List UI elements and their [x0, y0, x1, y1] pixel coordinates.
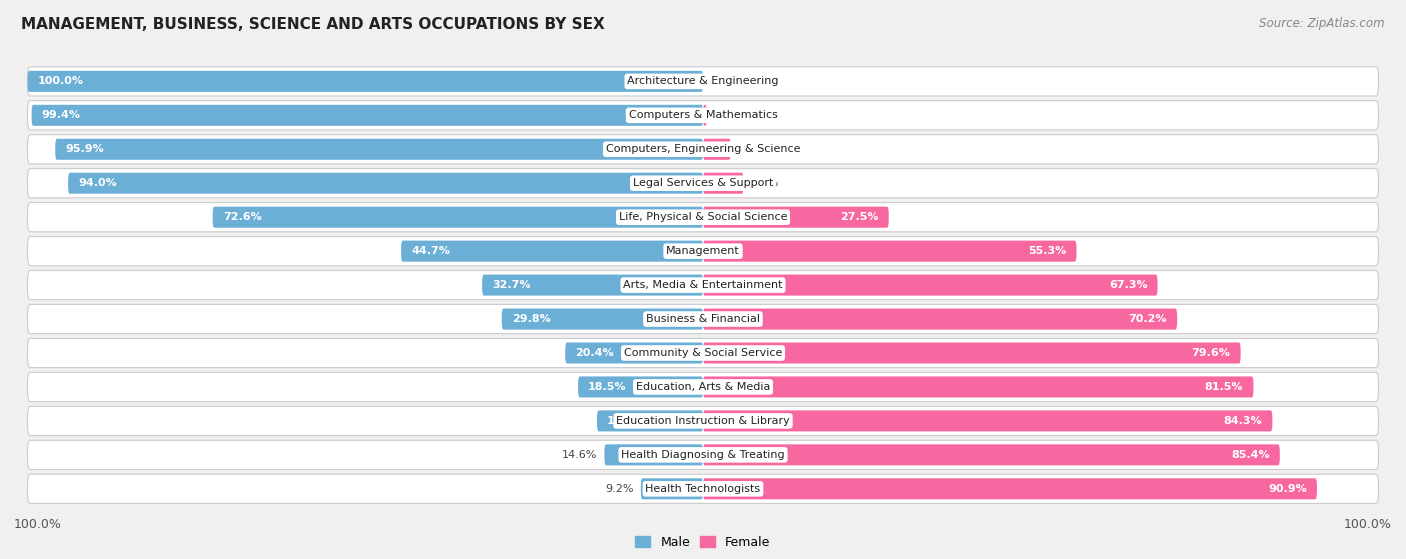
- FancyBboxPatch shape: [28, 67, 1378, 96]
- Text: 95.9%: 95.9%: [66, 144, 104, 154]
- Text: Computers, Engineering & Science: Computers, Engineering & Science: [606, 144, 800, 154]
- FancyBboxPatch shape: [28, 101, 1378, 130]
- Text: 85.4%: 85.4%: [1232, 450, 1270, 460]
- Text: 67.3%: 67.3%: [1109, 280, 1147, 290]
- FancyBboxPatch shape: [28, 236, 1378, 266]
- Text: 72.6%: 72.6%: [222, 212, 262, 222]
- FancyBboxPatch shape: [28, 474, 1378, 504]
- Text: 18.5%: 18.5%: [588, 382, 627, 392]
- Text: 94.0%: 94.0%: [79, 178, 117, 188]
- Text: Education Instruction & Library: Education Instruction & Library: [616, 416, 790, 426]
- Text: 44.7%: 44.7%: [411, 246, 450, 256]
- FancyBboxPatch shape: [31, 105, 703, 126]
- Text: Arts, Media & Entertainment: Arts, Media & Entertainment: [623, 280, 783, 290]
- Text: 99.4%: 99.4%: [42, 110, 80, 120]
- Text: Community & Social Service: Community & Social Service: [624, 348, 782, 358]
- FancyBboxPatch shape: [703, 376, 1254, 397]
- Text: 70.2%: 70.2%: [1129, 314, 1167, 324]
- Text: 4.1%: 4.1%: [738, 144, 766, 154]
- FancyBboxPatch shape: [28, 71, 703, 92]
- Text: 55.3%: 55.3%: [1028, 246, 1066, 256]
- Legend: Male, Female: Male, Female: [630, 531, 776, 554]
- Text: Computers & Mathematics: Computers & Mathematics: [628, 110, 778, 120]
- Text: Health Diagnosing & Treating: Health Diagnosing & Treating: [621, 450, 785, 460]
- Text: 79.6%: 79.6%: [1192, 348, 1230, 358]
- FancyBboxPatch shape: [28, 202, 1378, 232]
- Text: Business & Financial: Business & Financial: [645, 314, 761, 324]
- Text: Education, Arts & Media: Education, Arts & Media: [636, 382, 770, 392]
- FancyBboxPatch shape: [703, 309, 1177, 330]
- Text: 100.0%: 100.0%: [38, 77, 84, 87]
- FancyBboxPatch shape: [28, 440, 1378, 470]
- FancyBboxPatch shape: [67, 173, 703, 194]
- FancyBboxPatch shape: [598, 410, 703, 432]
- FancyBboxPatch shape: [641, 479, 703, 499]
- FancyBboxPatch shape: [28, 305, 1378, 334]
- FancyBboxPatch shape: [28, 169, 1378, 198]
- Text: Source: ZipAtlas.com: Source: ZipAtlas.com: [1260, 17, 1385, 30]
- Text: 32.7%: 32.7%: [492, 280, 531, 290]
- FancyBboxPatch shape: [482, 274, 703, 296]
- FancyBboxPatch shape: [401, 240, 703, 262]
- FancyBboxPatch shape: [502, 309, 703, 330]
- Text: Legal Services & Support: Legal Services & Support: [633, 178, 773, 188]
- FancyBboxPatch shape: [703, 105, 707, 126]
- Text: 0.57%: 0.57%: [714, 110, 749, 120]
- FancyBboxPatch shape: [703, 139, 731, 160]
- FancyBboxPatch shape: [578, 376, 703, 397]
- FancyBboxPatch shape: [28, 271, 1378, 300]
- Text: Life, Physical & Social Science: Life, Physical & Social Science: [619, 212, 787, 222]
- FancyBboxPatch shape: [703, 274, 1157, 296]
- Text: 29.8%: 29.8%: [512, 314, 551, 324]
- FancyBboxPatch shape: [703, 479, 1317, 499]
- Text: 100.0%: 100.0%: [1344, 518, 1392, 530]
- Text: 15.7%: 15.7%: [607, 416, 645, 426]
- FancyBboxPatch shape: [28, 135, 1378, 164]
- Text: 84.3%: 84.3%: [1223, 416, 1263, 426]
- FancyBboxPatch shape: [28, 372, 1378, 401]
- FancyBboxPatch shape: [703, 207, 889, 228]
- Text: 27.5%: 27.5%: [841, 212, 879, 222]
- Text: Architecture & Engineering: Architecture & Engineering: [627, 77, 779, 87]
- FancyBboxPatch shape: [605, 444, 703, 466]
- Text: 9.2%: 9.2%: [606, 484, 634, 494]
- Text: 81.5%: 81.5%: [1205, 382, 1243, 392]
- Text: 90.9%: 90.9%: [1268, 484, 1306, 494]
- FancyBboxPatch shape: [703, 444, 1279, 466]
- FancyBboxPatch shape: [703, 240, 1077, 262]
- Text: 20.4%: 20.4%: [575, 348, 614, 358]
- FancyBboxPatch shape: [565, 343, 703, 363]
- Text: 0.0%: 0.0%: [710, 77, 738, 87]
- FancyBboxPatch shape: [55, 139, 703, 160]
- FancyBboxPatch shape: [28, 338, 1378, 368]
- Text: 100.0%: 100.0%: [14, 518, 62, 530]
- FancyBboxPatch shape: [703, 343, 1240, 363]
- FancyBboxPatch shape: [703, 173, 744, 194]
- Text: 6.0%: 6.0%: [751, 178, 779, 188]
- FancyBboxPatch shape: [703, 410, 1272, 432]
- Text: 14.6%: 14.6%: [562, 450, 598, 460]
- Text: Health Technologists: Health Technologists: [645, 484, 761, 494]
- Text: Management: Management: [666, 246, 740, 256]
- FancyBboxPatch shape: [28, 406, 1378, 435]
- FancyBboxPatch shape: [212, 207, 703, 228]
- Text: MANAGEMENT, BUSINESS, SCIENCE AND ARTS OCCUPATIONS BY SEX: MANAGEMENT, BUSINESS, SCIENCE AND ARTS O…: [21, 17, 605, 32]
